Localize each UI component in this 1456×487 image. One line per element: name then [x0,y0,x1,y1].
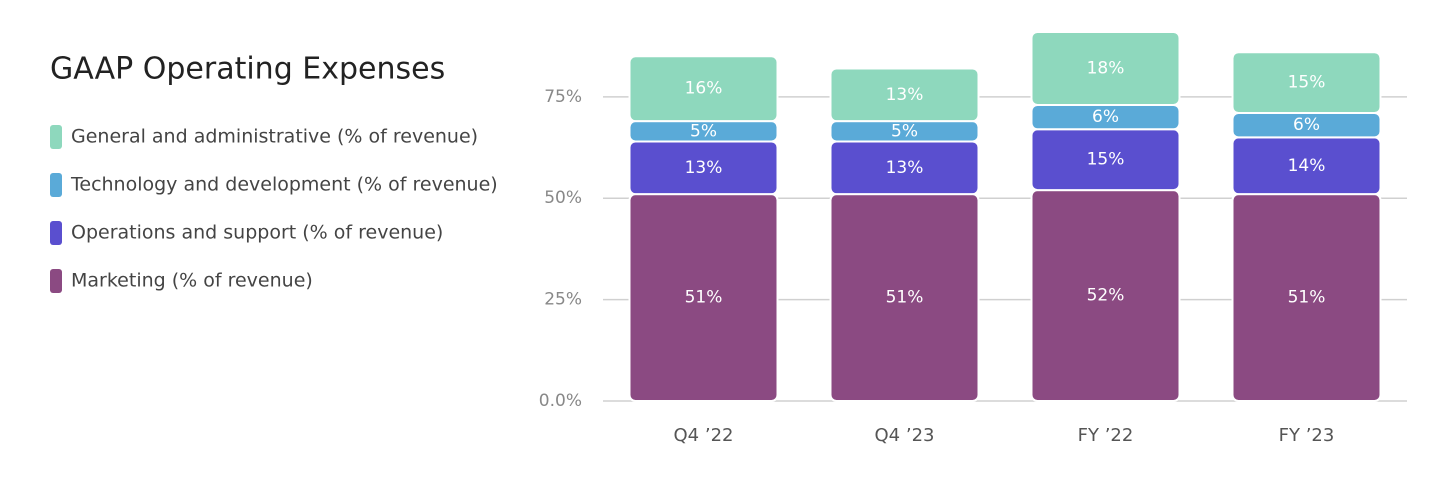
y-tick-label: 0.0% [539,391,582,411]
y-tick-label: 75% [544,87,582,107]
data-label: 51% [886,288,924,308]
data-label: 14% [1288,156,1326,176]
data-label: 51% [1288,288,1326,308]
data-label: 51% [685,288,723,308]
data-label: 16% [685,79,723,99]
legend-marker [50,269,62,293]
data-label: 15% [1087,150,1125,170]
bar-segment [829,67,980,123]
data-label: 13% [685,158,723,178]
legend-marker [50,173,62,197]
y-tick-label: 25% [544,290,582,310]
data-label: 6% [1092,107,1119,127]
x-tick-label: FY ’23 [1279,425,1335,446]
data-label: 5% [891,121,918,141]
chart-title: GAAP Operating Expenses [50,52,445,87]
x-tick-label: FY ’22 [1078,425,1134,446]
legend-label: Technology and development (% of revenue… [70,174,498,196]
y-tick-label: 50% [544,188,582,208]
legend-marker [50,221,62,245]
data-label: 15% [1288,73,1326,93]
legend-label: Marketing (% of revenue) [71,270,313,292]
bar-segment [1030,30,1181,106]
data-label: 13% [886,85,924,105]
data-label: 5% [690,121,717,141]
x-tick-label: Q4 ’23 [875,425,935,446]
bar-segment [628,55,779,123]
bar-segment [1231,51,1382,115]
legend-label: General and administrative (% of revenue… [71,126,478,148]
data-label: 52% [1087,286,1125,306]
data-label: 18% [1087,58,1125,78]
data-label: 6% [1293,115,1320,135]
x-tick-label: Q4 ’22 [674,425,734,446]
data-label: 13% [886,158,924,178]
legend-marker [50,125,62,149]
legend-label: Operations and support (% of revenue) [71,222,443,244]
